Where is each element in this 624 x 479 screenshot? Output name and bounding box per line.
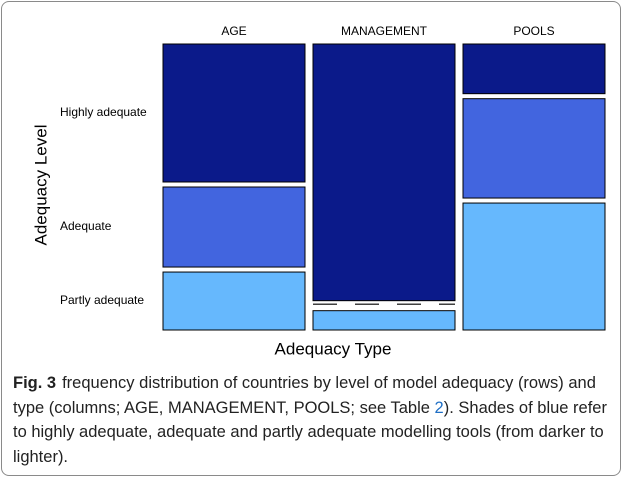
y-axis-label: Adequacy Level (31, 125, 50, 246)
caption-link[interactable]: 2 (434, 398, 444, 417)
caption-text-after: ). Shades of blue refer to highly adequa… (13, 398, 607, 466)
row-label: Partly adequate (60, 293, 144, 307)
caption-text: frequency distribution of countries by l… (13, 374, 596, 417)
column-label: MANAGEMENT (341, 24, 428, 38)
column-label: POOLS (513, 24, 554, 38)
cell (462, 43, 606, 95)
x-axis-label: Adequacy Type (275, 339, 392, 358)
caption-label: Fig. 3 (13, 374, 57, 392)
chart: Adequacy Type Adequacy Level AGE Highly a… (31, 24, 606, 358)
cell (312, 310, 456, 331)
cell (312, 43, 456, 302)
row-label: Highly adequate (60, 105, 147, 119)
caption: Fig. 3 frequency distribution of countrie… (13, 371, 613, 469)
cell (162, 43, 306, 183)
cell (462, 202, 606, 331)
cell (162, 271, 306, 331)
row-label: Adequate (60, 219, 112, 233)
cell (462, 98, 606, 199)
cell (162, 186, 306, 268)
column-label: AGE (221, 24, 246, 38)
caption-link-prefix: Table (390, 398, 435, 417)
